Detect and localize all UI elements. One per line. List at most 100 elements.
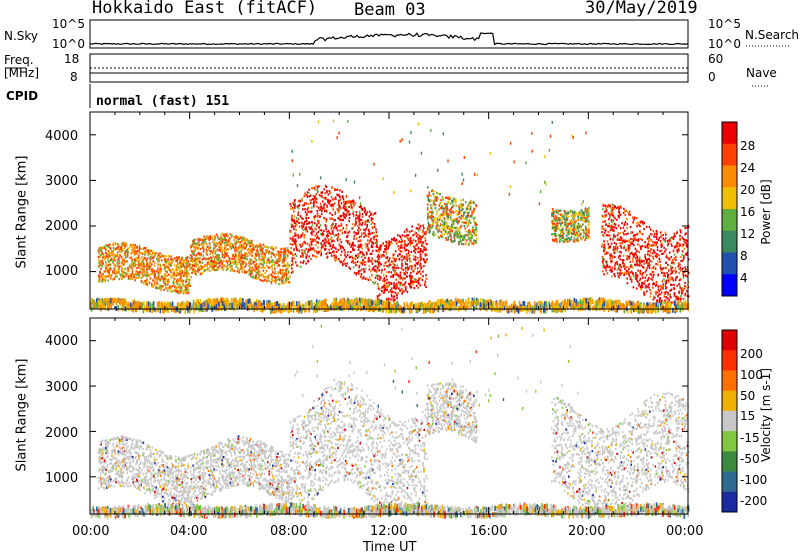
power-cell: [568, 216, 570, 218]
power-cell: [364, 270, 366, 272]
power-cell: [350, 246, 352, 248]
power-cell: [409, 265, 411, 267]
power-cell: [326, 231, 328, 233]
power-cell: [227, 264, 229, 266]
power-cell: [663, 247, 665, 249]
power-cell: [136, 277, 138, 279]
power-cell: [188, 263, 190, 265]
power-cell: [568, 212, 570, 214]
power-cell: [383, 274, 385, 276]
power-cell: [350, 202, 352, 204]
power-cell: [311, 231, 313, 233]
power-cell: [297, 214, 299, 216]
power-cell: [304, 202, 306, 204]
power-cell: [337, 239, 339, 241]
power-cell: [624, 263, 626, 265]
power-cell: [146, 275, 148, 277]
power-cell: [614, 242, 616, 244]
power-cell: [633, 254, 635, 256]
power-cell: [151, 263, 153, 265]
power-cell: [418, 242, 420, 244]
power-cell: [439, 227, 441, 229]
power-cell: [362, 222, 364, 224]
power-cell: [255, 254, 257, 256]
power-cell: [409, 275, 411, 277]
power-cell: [252, 276, 254, 278]
power-cell: [161, 270, 163, 272]
power-cell: [351, 228, 353, 230]
power-cell: [552, 225, 554, 227]
power-cell: [468, 208, 470, 210]
power-cell: [667, 264, 669, 266]
power-cell: [192, 245, 194, 247]
power-cell: [430, 199, 432, 201]
power-cell: [415, 248, 417, 250]
power-cell: [377, 295, 379, 297]
power-cell: [389, 262, 391, 264]
power-cell: [567, 233, 569, 235]
power-cell: [129, 273, 131, 275]
power-cell: [671, 256, 673, 258]
power-cell: [614, 256, 616, 258]
power-cell: [471, 242, 473, 244]
power-cell: [664, 275, 666, 277]
power-cell: [674, 295, 676, 297]
power-cell: [179, 267, 181, 269]
power-cell: [267, 259, 269, 261]
power-cell: [644, 280, 646, 282]
power-cell: [425, 274, 427, 276]
power-cell: [445, 212, 447, 214]
power-cell: [422, 271, 424, 273]
power-cell: [259, 274, 261, 276]
power-cell: [413, 255, 415, 257]
power-cell: [465, 234, 467, 236]
power-cell: [445, 197, 447, 199]
power-cell: [162, 276, 164, 278]
power-cell: [611, 243, 613, 245]
power-cell: [209, 253, 211, 255]
power-cell: [324, 192, 326, 194]
power-cell: [315, 235, 317, 237]
power-cell: [124, 242, 126, 244]
power-cell: [240, 265, 242, 267]
power-cell: [139, 272, 141, 274]
power-cell: [629, 258, 631, 260]
power-cell: [365, 246, 367, 248]
power-cell: [334, 202, 336, 204]
power-cell: [339, 229, 341, 231]
power-cell: [150, 256, 152, 258]
power-cell: [374, 236, 376, 238]
power-cell: [134, 276, 136, 278]
power-cell: [372, 232, 374, 234]
power-cell: [386, 286, 388, 288]
power-cell: [470, 206, 472, 208]
power-cell: [325, 245, 327, 247]
power-cell: [352, 248, 354, 250]
power-cell: [186, 263, 188, 265]
power-cell: [242, 262, 244, 264]
power-cell: [249, 258, 251, 260]
power-cell: [218, 254, 220, 256]
power-cell: [326, 186, 328, 188]
power-cell: [121, 250, 123, 252]
power-cell: [381, 271, 383, 273]
power-cell: [227, 262, 229, 264]
power-cell: [447, 209, 449, 211]
power-cell: [355, 217, 357, 219]
power-cell: [168, 268, 170, 270]
power-cell: [133, 265, 135, 267]
power-cell: [240, 237, 242, 239]
power-cell: [118, 258, 120, 260]
power-cell: [455, 201, 457, 203]
power-cell: [391, 261, 393, 263]
power-cell: [454, 227, 456, 229]
power-cell: [456, 226, 458, 228]
power-cell: [255, 265, 257, 267]
power-cell: [420, 256, 422, 258]
power-cell: [391, 242, 393, 244]
power-cell: [285, 273, 287, 275]
power-cell: [118, 269, 120, 271]
power-cell: [288, 278, 290, 280]
power-cell: [435, 233, 437, 235]
power-cell: [134, 279, 136, 281]
